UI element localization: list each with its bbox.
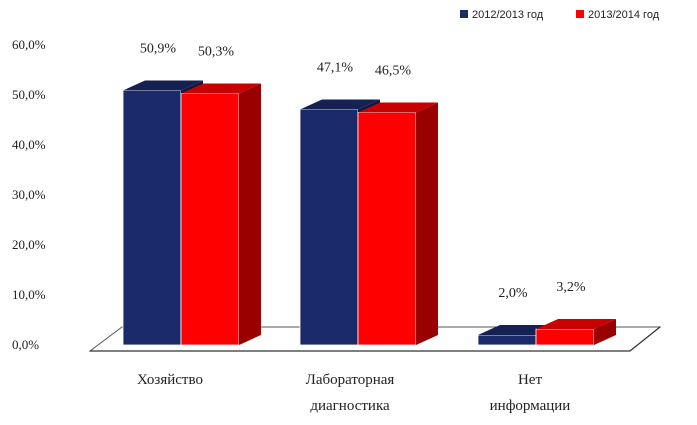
y-tick-label: 40,0% (12, 137, 46, 152)
data-label: 50,3% (198, 45, 235, 60)
bar (357, 102, 438, 346)
legend-swatch (460, 10, 468, 18)
data-label: 46,5% (375, 64, 412, 79)
bar-front (180, 93, 240, 346)
y-tick-label: 0,0% (12, 337, 39, 352)
data-label: 3,2% (556, 280, 586, 295)
floor-edge (629, 326, 661, 352)
bar-top (536, 319, 616, 329)
data-label: 2,0% (498, 286, 528, 301)
category-label: Нет (518, 372, 542, 388)
bar-side (416, 102, 438, 345)
y-tick-label: 50,0% (12, 87, 46, 102)
category-label: диагностика (310, 398, 390, 414)
y-tick-label: 20,0% (12, 237, 46, 252)
category-label: Хозяйство (137, 372, 203, 388)
bar-front (535, 328, 595, 346)
y-tick-label: 10,0% (12, 287, 46, 302)
legend: 2012/2013 год 2013/2014 год (460, 9, 660, 21)
bar-top (358, 102, 438, 113)
data-label: 50,9% (140, 42, 177, 57)
bar-front (357, 112, 417, 346)
bar-front (477, 334, 537, 346)
bar-top (181, 83, 261, 94)
bar-side (594, 319, 616, 345)
bar-top (123, 80, 203, 91)
category-labels: Хозяйство Лабораторная диагностика Нет инфор… (137, 372, 570, 414)
y-axis: 0,0% 10,0% 20,0% 30,0% 40,0% 50,0% 60,0% (12, 37, 46, 352)
bar-front (299, 109, 359, 346)
data-labels: 50,9% 47,1% 2,0% 50,3% 46,5% 3,2% (140, 42, 586, 302)
bars (122, 80, 616, 346)
data-label: 47,1% (317, 61, 354, 76)
bar-front (122, 90, 182, 346)
legend-label: 2013/2014 год (588, 9, 660, 21)
category-label: информации (490, 398, 571, 414)
legend-label: 2012/2013 год (472, 9, 544, 21)
legend-swatch (576, 10, 584, 18)
bar (180, 83, 261, 346)
bar-top (300, 99, 380, 110)
bar-side (239, 83, 261, 345)
y-tick-label: 30,0% (12, 187, 46, 202)
category-label: Лабораторная (306, 372, 395, 388)
bar (535, 319, 616, 346)
y-tick-label: 60,0% (12, 37, 46, 52)
